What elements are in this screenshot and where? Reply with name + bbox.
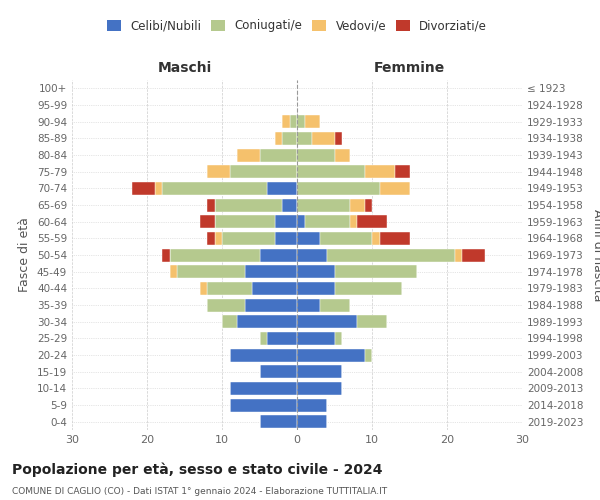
Bar <box>335 148 349 162</box>
Bar <box>297 382 342 395</box>
Bar <box>372 232 380 245</box>
Bar <box>215 232 222 245</box>
Bar <box>297 215 305 228</box>
Bar <box>395 165 409 178</box>
Bar <box>297 298 320 312</box>
Bar <box>297 232 320 245</box>
Bar <box>207 165 229 178</box>
Bar <box>275 132 282 145</box>
Bar <box>320 232 372 245</box>
Bar <box>275 215 297 228</box>
Bar <box>297 165 365 178</box>
Bar <box>162 182 267 195</box>
Bar <box>380 232 409 245</box>
Bar <box>349 215 357 228</box>
Bar <box>199 282 207 295</box>
Bar <box>275 232 297 245</box>
Bar <box>222 315 237 328</box>
Bar <box>222 232 275 245</box>
Bar <box>252 282 297 295</box>
Text: Maschi: Maschi <box>157 61 212 75</box>
Legend: Celibi/Nubili, Coniugati/e, Vedovi/e, Divorziati/e: Celibi/Nubili, Coniugati/e, Vedovi/e, Di… <box>103 16 491 36</box>
Bar <box>297 315 357 328</box>
Bar <box>297 148 335 162</box>
Bar <box>297 282 335 295</box>
Bar <box>297 365 342 378</box>
Text: COMUNE DI CAGLIO (CO) - Dati ISTAT 1° gennaio 2024 - Elaborazione TUTTITALIA.IT: COMUNE DI CAGLIO (CO) - Dati ISTAT 1° ge… <box>12 488 387 496</box>
Bar <box>349 198 365 211</box>
Bar <box>282 115 290 128</box>
Bar <box>260 332 267 345</box>
Bar <box>260 148 297 162</box>
Bar <box>282 198 297 211</box>
Bar <box>155 182 162 195</box>
Bar <box>297 348 365 362</box>
Bar <box>297 415 327 428</box>
Y-axis label: Fasce di età: Fasce di età <box>19 218 31 292</box>
Bar <box>357 315 387 328</box>
Text: Popolazione per età, sesso e stato civile - 2024: Popolazione per età, sesso e stato civil… <box>12 462 383 477</box>
Bar <box>260 248 297 262</box>
Bar <box>229 165 297 178</box>
Bar <box>215 198 282 211</box>
Bar <box>297 248 327 262</box>
Bar <box>162 248 170 262</box>
Bar <box>297 132 312 145</box>
Bar <box>297 332 335 345</box>
Bar <box>245 265 297 278</box>
Bar <box>245 298 297 312</box>
Bar <box>297 265 335 278</box>
Bar <box>207 198 215 211</box>
Bar <box>177 265 245 278</box>
Bar <box>335 332 342 345</box>
Bar <box>260 415 297 428</box>
Bar <box>237 315 297 328</box>
Bar <box>282 132 297 145</box>
Bar <box>365 165 395 178</box>
Bar <box>215 215 275 228</box>
Bar <box>297 398 327 411</box>
Bar <box>365 198 372 211</box>
Bar <box>357 215 387 228</box>
Text: Femmine: Femmine <box>374 61 445 75</box>
Bar <box>267 182 297 195</box>
Bar <box>229 348 297 362</box>
Bar <box>335 265 417 278</box>
Bar <box>207 298 245 312</box>
Bar <box>290 115 297 128</box>
Bar <box>207 282 252 295</box>
Bar <box>380 182 409 195</box>
Bar <box>305 215 349 228</box>
Bar <box>229 398 297 411</box>
Bar <box>455 248 462 262</box>
Bar <box>365 348 372 362</box>
Bar <box>170 248 260 262</box>
Bar <box>170 265 177 278</box>
Bar <box>132 182 155 195</box>
Bar <box>320 298 349 312</box>
Bar <box>462 248 485 262</box>
Bar <box>305 115 320 128</box>
Bar <box>267 332 297 345</box>
Bar <box>297 198 349 211</box>
Bar <box>237 148 260 162</box>
Y-axis label: Anni di nascita: Anni di nascita <box>592 209 600 301</box>
Bar <box>199 215 215 228</box>
Bar <box>312 132 335 145</box>
Bar <box>297 115 305 128</box>
Bar <box>335 132 342 145</box>
Bar <box>335 282 402 295</box>
Bar <box>297 182 380 195</box>
Bar <box>260 365 297 378</box>
Bar <box>229 382 297 395</box>
Bar <box>207 232 215 245</box>
Bar <box>327 248 455 262</box>
